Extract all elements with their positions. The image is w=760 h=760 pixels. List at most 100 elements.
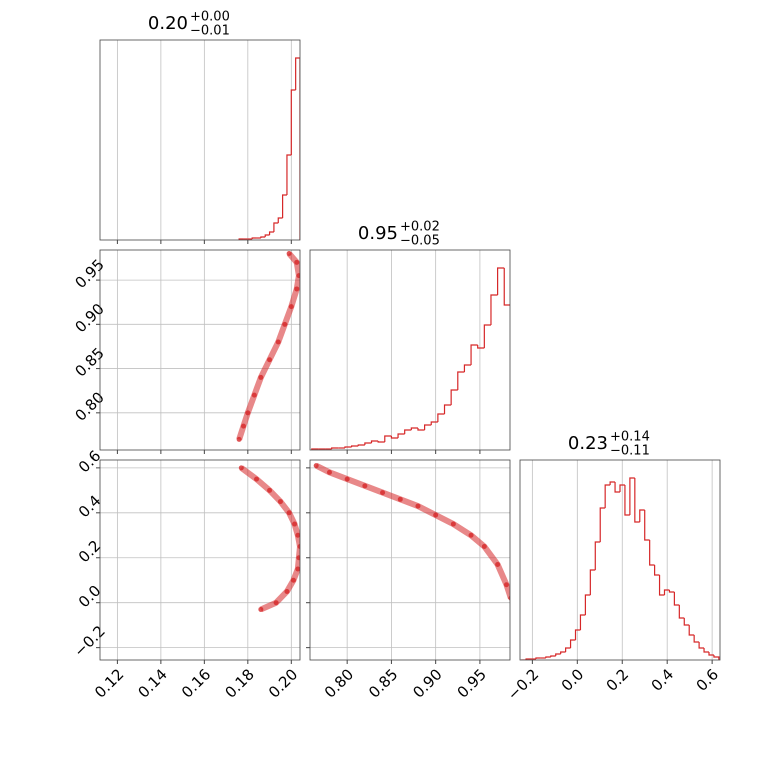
hist-step [477, 345, 485, 349]
hist-step [644, 510, 650, 541]
hist-step [683, 618, 690, 626]
y-tick-label: 0.95 [71, 256, 107, 292]
y-tick-label: 0.85 [71, 344, 107, 380]
sample-point [258, 374, 264, 380]
panel-marks [311, 267, 510, 450]
hist-step [397, 433, 405, 438]
hist-step [357, 444, 365, 446]
hist-step [470, 344, 478, 365]
hist-step [364, 442, 372, 445]
sample-point [481, 544, 487, 550]
y-tick-label: 0.90 [71, 300, 107, 336]
hist-step [668, 590, 675, 593]
hist-step [619, 484, 625, 492]
sample-point [236, 436, 242, 442]
sample-point [397, 496, 403, 502]
sample-point [290, 577, 296, 583]
sample-point [288, 304, 294, 310]
panel-marks [313, 462, 510, 601]
hist-step [649, 540, 655, 566]
hist-step [282, 194, 287, 218]
hist-step [370, 440, 379, 443]
hist-step [404, 429, 412, 434]
hist-step [678, 605, 685, 619]
sample-point [245, 410, 251, 416]
hist-step [350, 445, 359, 447]
panel-frame [519, 459, 721, 661]
hist-step [295, 57, 300, 240]
sample-point [238, 465, 244, 471]
panel-frame [309, 459, 511, 661]
sample-point [284, 588, 290, 594]
panel-frame [99, 39, 301, 241]
sample-point [286, 251, 292, 257]
sample-point [275, 339, 281, 345]
hist-step [708, 652, 714, 656]
panel-marks [521, 477, 720, 660]
sample-point [277, 499, 283, 505]
sample-point [295, 532, 300, 538]
hist-step [673, 592, 680, 606]
sample-point [294, 259, 300, 265]
contour-band [314, 462, 510, 600]
hist-step [560, 651, 566, 654]
sample-point [292, 521, 298, 527]
hist-step [599, 507, 606, 542]
sample-point [415, 503, 421, 509]
x-tick-label: 0.12 [91, 665, 127, 701]
sample-point [296, 273, 300, 279]
hist-step [251, 237, 257, 239]
hist-step [639, 509, 645, 522]
x-tick-label: −0.2 [504, 665, 542, 703]
hist-step [344, 446, 352, 448]
y-tick-label: 0.80 [71, 388, 107, 424]
hist-step [614, 482, 620, 493]
hist-step [483, 324, 491, 348]
hist-step [624, 485, 630, 516]
hist-step [290, 89, 296, 155]
hist-step [663, 589, 670, 595]
panel-title: 0.20 [148, 13, 188, 34]
sample-point [344, 476, 350, 482]
sample-point [362, 483, 368, 489]
hist-step [698, 642, 705, 649]
hist-step [584, 594, 591, 615]
x-tick-label: 0.18 [221, 665, 257, 701]
sample-point [433, 512, 439, 518]
hist-step [443, 404, 452, 414]
hist-step [463, 364, 472, 372]
hist-step [384, 435, 392, 442]
hist-step [589, 569, 596, 595]
hist-step [286, 154, 292, 195]
panel-frame [99, 459, 301, 661]
hist-step [545, 656, 551, 658]
title-sub: −0.05 [400, 234, 440, 249]
sample-point [380, 490, 386, 496]
x-tick-label: 0.20 [265, 665, 301, 701]
title-sup: +0.14 [610, 430, 650, 445]
hist-step [273, 222, 279, 232]
hist-step [688, 625, 695, 636]
title-sup: +0.02 [400, 220, 440, 235]
hist-step [713, 655, 720, 660]
sample-point [313, 463, 319, 469]
hist-step [693, 635, 700, 643]
hist-step [410, 427, 418, 430]
hist-step [555, 653, 561, 656]
hist-step [437, 413, 445, 422]
hist-step [634, 478, 640, 523]
sample-point [294, 286, 300, 292]
hist-step [390, 436, 399, 439]
hist-step [264, 234, 270, 237]
sample-point [495, 561, 501, 567]
sample-point [282, 321, 288, 327]
title-sub: −0.11 [610, 444, 650, 459]
title-sub: −0.01 [190, 24, 230, 39]
sample-point [267, 487, 273, 493]
sample-point [251, 392, 257, 398]
hist-step [450, 389, 458, 405]
panel-frame [309, 249, 511, 451]
hist-step [535, 657, 541, 659]
sample-point [286, 510, 292, 516]
panel-title: 0.95 [358, 223, 398, 244]
